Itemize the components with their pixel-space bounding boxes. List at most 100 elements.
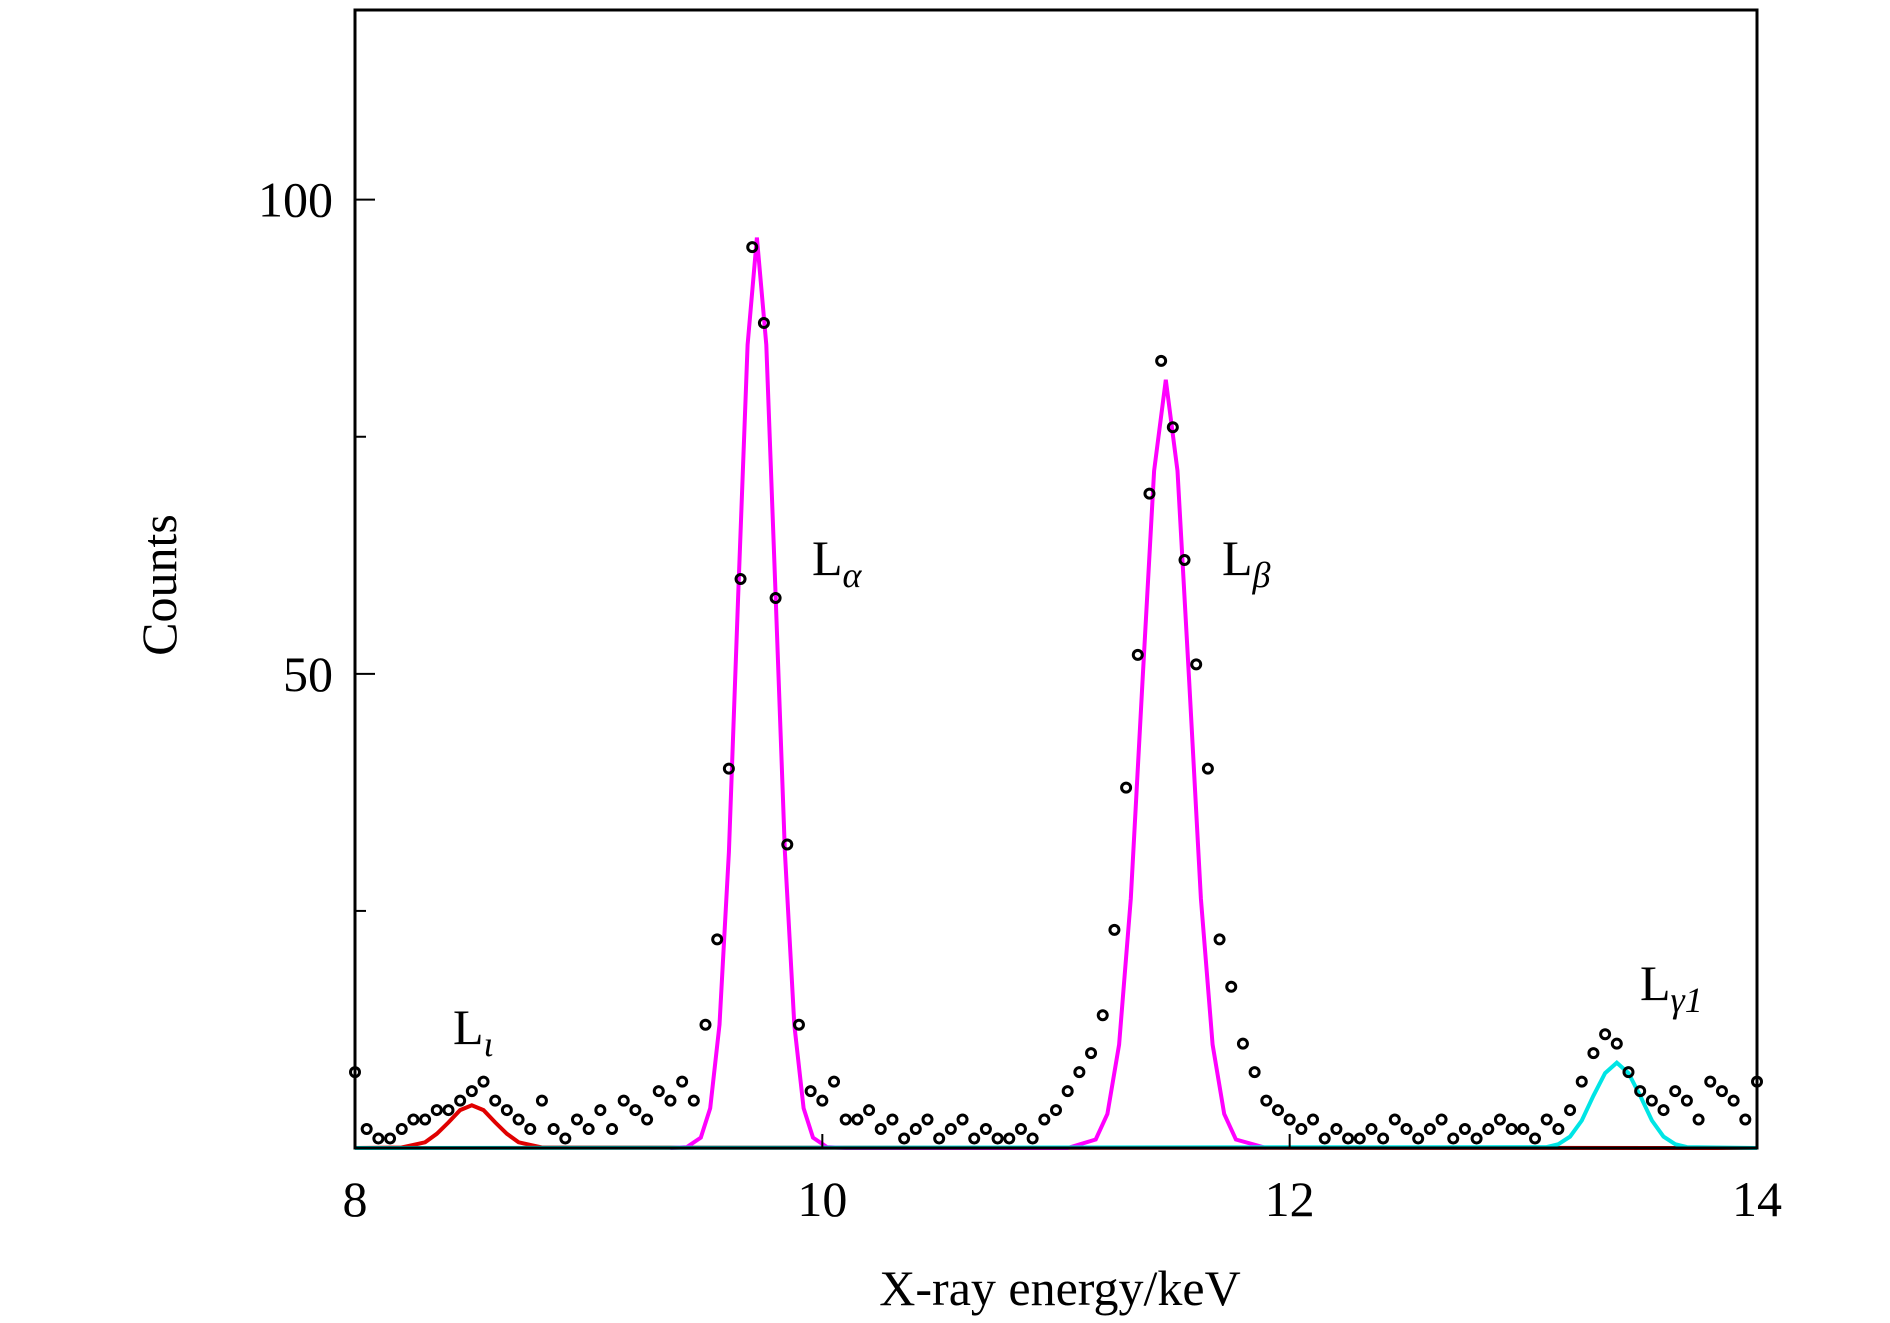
data-point	[1377, 1132, 1390, 1145]
data-point	[1470, 1132, 1483, 1145]
data-point	[1260, 1094, 1273, 1107]
data-point	[991, 1132, 1004, 1145]
data-point	[898, 1132, 911, 1145]
data-point	[570, 1113, 583, 1126]
peak-label-sub: β	[1252, 555, 1271, 595]
data-point	[769, 591, 782, 604]
data-point	[1388, 1113, 1401, 1126]
data-point	[1131, 648, 1144, 661]
data-point	[1236, 1037, 1249, 1050]
data-point	[652, 1085, 665, 1098]
data-point	[1330, 1123, 1343, 1136]
data-point	[1412, 1132, 1425, 1145]
data-point	[1575, 1075, 1588, 1088]
x-tick-label: 8	[343, 1171, 368, 1227]
y-axis-label: Counts	[131, 514, 187, 656]
data-point	[1634, 1085, 1647, 1098]
data-point	[430, 1104, 443, 1117]
data-point	[1201, 762, 1214, 775]
data-point	[1283, 1113, 1296, 1126]
peak-label: Lβ	[1222, 530, 1271, 595]
data-point	[360, 1123, 373, 1136]
data-point	[395, 1123, 408, 1136]
data-point	[1178, 554, 1191, 567]
data-point	[699, 1018, 712, 1031]
peak-label-base: L	[1640, 955, 1671, 1011]
data-point	[629, 1104, 642, 1117]
data-point	[1061, 1085, 1074, 1098]
peak-label: Lγ1	[1640, 955, 1703, 1020]
data-point	[477, 1075, 490, 1088]
data-point	[454, 1094, 467, 1107]
fit-curve	[670, 237, 1267, 1150]
data-point	[1715, 1085, 1728, 1098]
data-point	[1400, 1123, 1413, 1136]
data-point	[1482, 1123, 1495, 1136]
x-tick-label: 14	[1732, 1171, 1782, 1227]
plot-frame	[353, 8, 1759, 1150]
data-point	[582, 1123, 595, 1136]
data-point	[687, 1094, 700, 1107]
data-point	[1318, 1132, 1331, 1145]
data-point	[1225, 980, 1238, 993]
data-point	[1435, 1113, 1448, 1126]
peak-label-base: L	[1222, 530, 1253, 586]
data-point	[1540, 1113, 1553, 1126]
data-point	[722, 762, 735, 775]
data-point	[1622, 1066, 1635, 1079]
data-point	[1120, 781, 1133, 794]
data-point	[1645, 1094, 1658, 1107]
peak-label-base: L	[812, 530, 843, 586]
data-point	[500, 1104, 513, 1117]
data-point	[968, 1132, 981, 1145]
data-point	[1213, 933, 1226, 946]
data-point	[1657, 1104, 1670, 1117]
data-point	[1423, 1123, 1436, 1136]
data-point	[1108, 923, 1121, 936]
y-tick-label: 50	[283, 646, 333, 702]
data-point	[1680, 1094, 1693, 1107]
data-point	[851, 1113, 864, 1126]
data-point	[384, 1132, 397, 1145]
data-point	[1365, 1123, 1378, 1136]
data-point	[1271, 1104, 1284, 1117]
data-point	[909, 1123, 922, 1136]
data-point	[524, 1123, 537, 1136]
peak-label: Lα	[812, 530, 863, 595]
data-point	[711, 933, 724, 946]
data-point	[1505, 1123, 1518, 1136]
data-point	[512, 1113, 525, 1126]
data-point	[792, 1018, 805, 1031]
data-point	[1190, 658, 1203, 671]
data-point	[1342, 1132, 1355, 1145]
data-point	[1564, 1104, 1577, 1117]
data-point	[1014, 1123, 1027, 1136]
data-point	[1552, 1123, 1565, 1136]
data-point	[1727, 1094, 1740, 1107]
data-point	[641, 1113, 654, 1126]
data-point	[1003, 1132, 1016, 1145]
data-point	[1143, 487, 1156, 500]
data-point	[419, 1113, 432, 1126]
data-point	[1026, 1132, 1039, 1145]
data-point	[594, 1104, 607, 1117]
data-point	[1447, 1132, 1460, 1145]
data-point	[1085, 1047, 1098, 1060]
data-point	[781, 838, 794, 851]
data-point	[921, 1113, 934, 1126]
data-point	[839, 1113, 852, 1126]
data-point	[746, 241, 759, 254]
data-point	[1050, 1104, 1062, 1117]
fit-curve	[354, 1103, 1758, 1150]
x-tick-label: 12	[1265, 1171, 1315, 1227]
peak-label-sub: ι	[484, 1024, 494, 1064]
data-point	[1493, 1113, 1506, 1126]
data-point	[617, 1094, 630, 1107]
data-point	[547, 1123, 560, 1136]
data-point	[1529, 1132, 1542, 1145]
data-point	[1704, 1075, 1717, 1088]
data-point	[372, 1132, 385, 1145]
data-point	[442, 1104, 455, 1117]
data-point	[1739, 1113, 1752, 1126]
data-point	[933, 1132, 946, 1145]
